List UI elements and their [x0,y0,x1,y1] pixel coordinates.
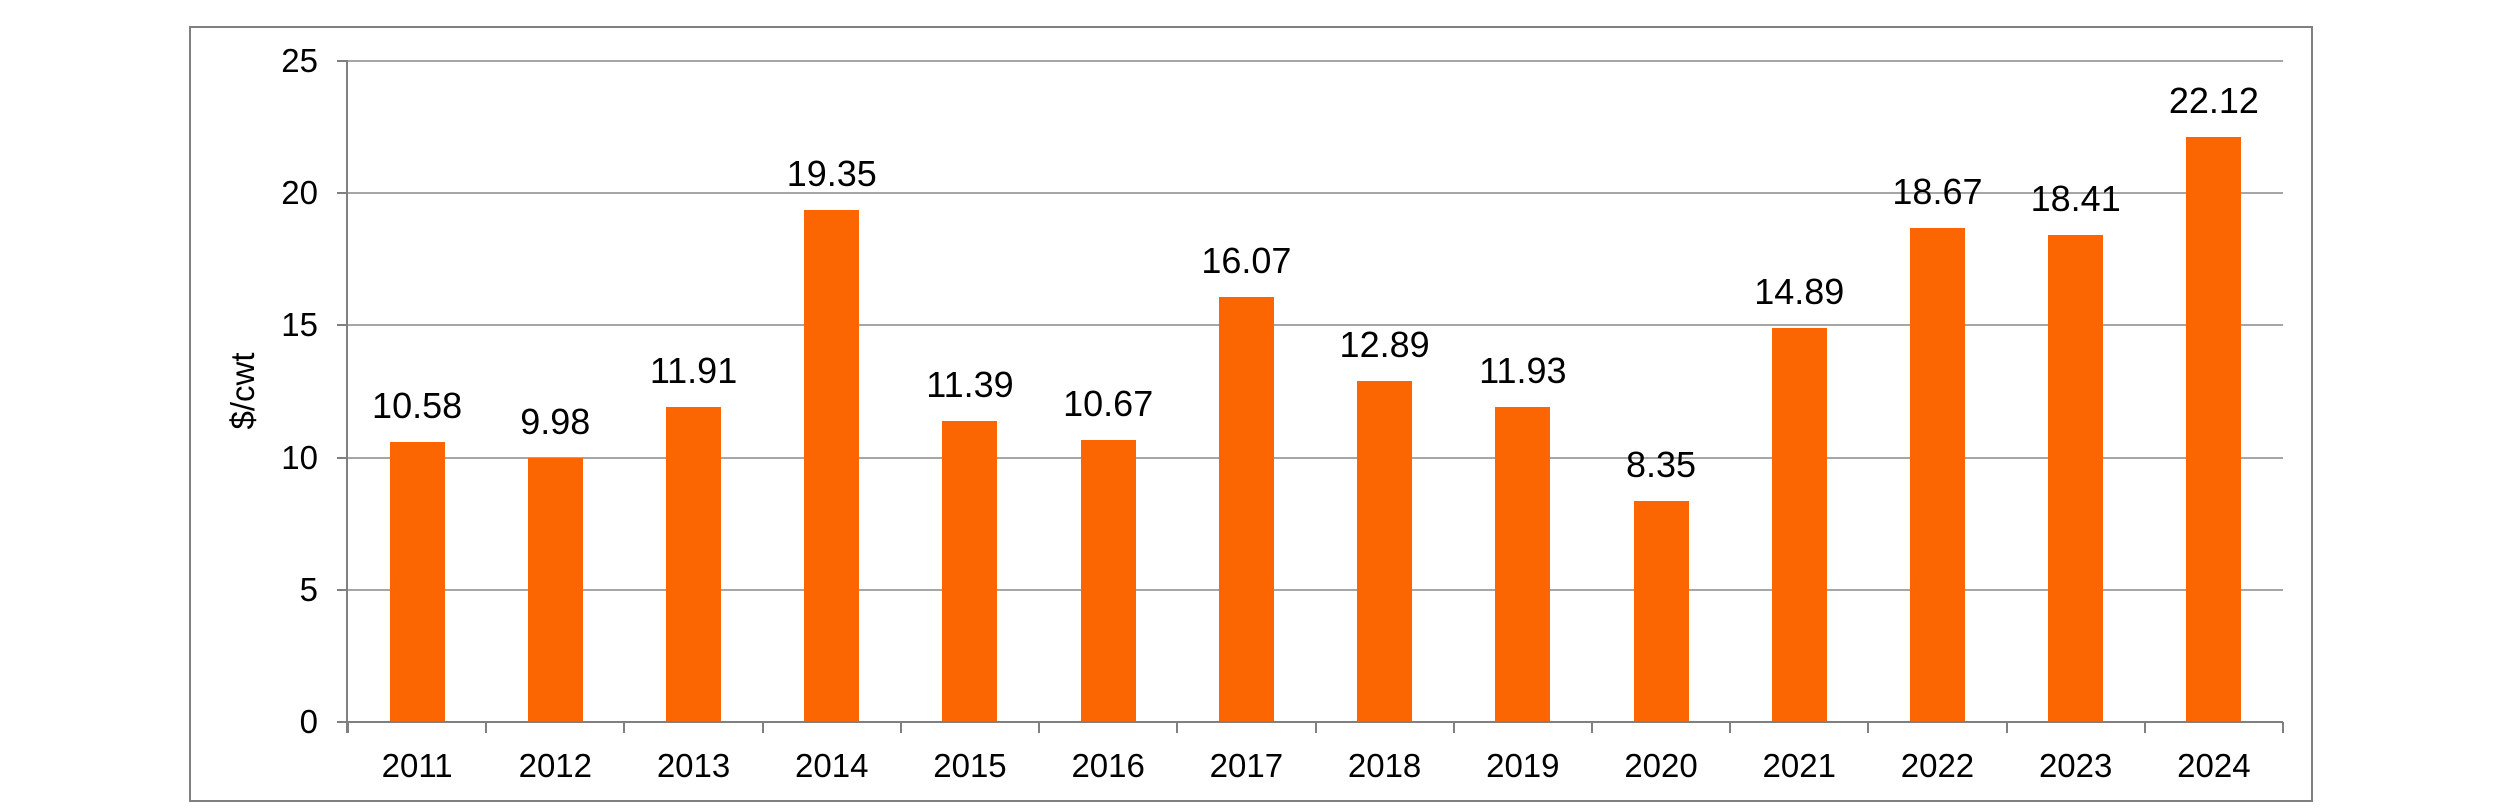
gridline-25 [348,60,2283,62]
bar-2017 [1218,297,1274,722]
x-axis-tick-3 [761,722,764,733]
bar-2021 [1771,328,1827,722]
bar-2011 [389,442,445,722]
y-tick-label-10: 10 [281,438,318,476]
x-axis-tick-12 [2005,722,2008,733]
y-axis-tick-15 [337,324,348,327]
data-label-2014: 19.35 [786,153,877,195]
x-axis-tick-5 [1038,722,1041,733]
x-tick-label-2017: 2017 [1209,747,1284,784]
data-label-2013: 11.91 [649,350,738,392]
x-tick-label-2024: 2024 [2177,747,2251,784]
y-tick-label-0: 0 [299,703,318,740]
x-tick-label-2021: 2021 [1762,747,1836,784]
gridline-20 [348,192,2283,195]
gridline-15 [348,324,2283,327]
x-tick-label-2014: 2014 [795,747,869,784]
x-tick-label-2019: 2019 [1486,747,1560,784]
y-axis-tick-0 [337,721,348,723]
x-axis-tick-0 [347,722,349,733]
y-tick-label-5: 5 [299,570,318,608]
bar-2018 [1357,381,1413,722]
x-axis-tick-2 [623,722,626,733]
y-axis-tick-10 [337,456,348,459]
data-label-2021: 14.89 [1754,271,1845,313]
gridline-5 [348,588,2283,591]
data-label-2024: 22.12 [2168,80,2259,122]
data-label-2018: 12.89 [1339,324,1430,366]
x-axis-tick-10 [1729,722,1732,733]
y-tick-label-25: 25 [281,42,318,79]
x-axis-tick-6 [1176,722,1179,733]
y-tick-label-15: 15 [281,306,318,344]
x-axis-tick-4 [899,722,902,733]
bar-2024 [2186,137,2242,722]
x-tick-label-2020: 2020 [1624,747,1698,784]
x-tick-label-2012: 2012 [518,747,593,784]
bar-2020 [1633,501,1689,722]
data-label-2022: 18.67 [1892,171,1983,213]
y-axis-tick-5 [337,588,348,591]
bar-2016 [1080,439,1136,722]
bar-2019 [1495,406,1551,722]
x-tick-label-2013: 2013 [656,747,731,784]
data-label-2015: 11.39 [926,363,1014,405]
y-axis-tick-20 [337,192,348,195]
bar-2012 [527,458,583,722]
x-tick-label-2023: 2023 [2038,747,2113,784]
y-axis-tick-25 [337,60,348,62]
gridline-10 [348,456,2283,459]
x-axis-tick-8 [1452,722,1455,733]
data-label-2023: 18.41 [2030,178,2121,220]
bar-2014 [804,210,860,722]
x-tick-label-2018: 2018 [1347,747,1422,784]
x-axis-tick-14 [2282,722,2284,733]
x-axis-tick-13 [2143,722,2146,733]
x-tick-label-2011: 2011 [381,747,453,784]
x-tick-label-2022: 2022 [1900,747,1975,784]
y-tick-label-20: 20 [281,174,318,212]
bar-2023 [2048,235,2104,722]
x-axis-tick-11 [1867,722,1870,733]
data-label-2012: 9.98 [520,401,591,443]
data-label-2020: 8.35 [1625,444,1697,486]
data-label-2016: 10.67 [1063,382,1154,424]
bar-2022 [1909,228,1965,722]
bar-2015 [942,420,998,722]
data-label-2017: 16.07 [1201,240,1292,282]
x-tick-label-2015: 2015 [933,747,1007,784]
x-axis-tick-1 [485,722,488,733]
y-axis-line [346,61,348,733]
data-label-2019: 11.93 [1479,349,1567,391]
x-axis-tick-7 [1314,722,1317,733]
x-tick-label-2016: 2016 [1071,747,1145,784]
data-label-2011: 10.58 [372,385,463,427]
bar-2013 [666,407,722,722]
x-axis-tick-9 [1590,722,1593,733]
